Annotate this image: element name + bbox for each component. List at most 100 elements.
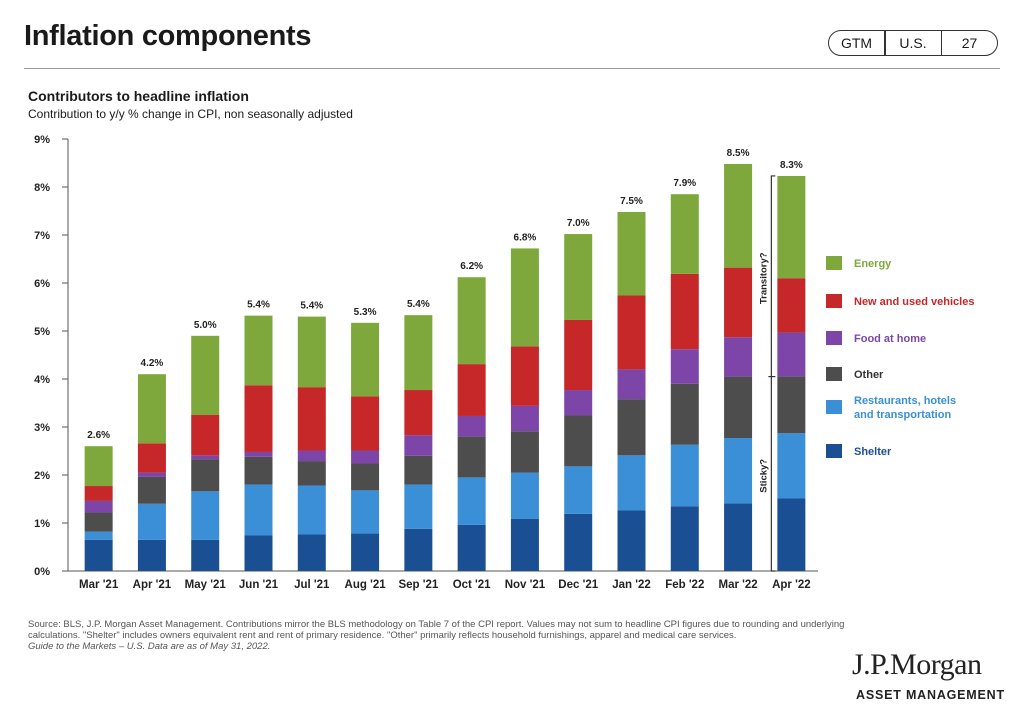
bar-segment-new-and-used-vehicles bbox=[777, 278, 806, 333]
bar-segment-other bbox=[191, 459, 220, 492]
bar-segment-food-at-home bbox=[137, 472, 166, 477]
badge-divider bbox=[884, 31, 886, 55]
bar-segment-restaurants-hotels-and-transportation bbox=[404, 484, 433, 529]
x-tick-label: Oct '21 bbox=[453, 579, 491, 591]
footer-notes: Source: BLS, J.P. Morgan Asset Managemen… bbox=[28, 619, 858, 652]
bar-segment-new-and-used-vehicles bbox=[510, 346, 539, 406]
header-rule bbox=[24, 68, 1000, 69]
bar-segment-restaurants-hotels-and-transportation bbox=[297, 485, 326, 535]
bar-segment-shelter bbox=[510, 518, 539, 571]
bar-segment-new-and-used-vehicles bbox=[244, 385, 273, 452]
bar-segment-other bbox=[84, 512, 113, 532]
x-tick-label: Aug '21 bbox=[345, 579, 387, 591]
legend-swatch bbox=[826, 256, 842, 270]
x-tick-label: Jul '21 bbox=[294, 579, 330, 591]
bar-segment-restaurants-hotels-and-transportation bbox=[670, 444, 699, 507]
bar-segment-energy bbox=[244, 315, 273, 386]
chart-title: Contributors to headline inflation bbox=[28, 88, 249, 104]
bar-segment-other bbox=[510, 431, 539, 473]
bar-segment-other bbox=[244, 456, 273, 485]
y-tick-label: 2% bbox=[34, 470, 50, 482]
legend-label: Shelter bbox=[854, 446, 892, 458]
sticky-annotation: Sticky? bbox=[758, 459, 769, 493]
bar-segment-shelter bbox=[564, 513, 593, 571]
bar-segment-food-at-home bbox=[670, 349, 699, 384]
badge-region: U.S. bbox=[899, 35, 927, 51]
chart-subtitle: Contribution to y/y % change in CPI, non… bbox=[28, 107, 353, 121]
legend-label: New and used vehicles bbox=[854, 296, 974, 308]
badge-gtm: GTM bbox=[840, 35, 873, 51]
legend-label: Other bbox=[854, 369, 884, 381]
bar-segment-new-and-used-vehicles bbox=[617, 295, 646, 370]
bar-segment-new-and-used-vehicles bbox=[404, 390, 433, 436]
bar-total-label: 5.4% bbox=[300, 301, 323, 312]
gtm-badge: GTM U.S. 27 bbox=[828, 30, 998, 56]
bar-total-label: 7.9% bbox=[673, 178, 696, 189]
y-tick-label: 6% bbox=[34, 278, 50, 290]
x-tick-label: Jun '21 bbox=[239, 579, 279, 591]
x-tick-label: May '21 bbox=[185, 579, 227, 591]
bar-segment-shelter bbox=[670, 506, 699, 571]
bar-segment-new-and-used-vehicles bbox=[84, 486, 113, 501]
bar-segment-food-at-home bbox=[510, 405, 539, 432]
bar-segment-food-at-home bbox=[777, 332, 806, 377]
bar-segment-food-at-home bbox=[351, 450, 380, 464]
bar-segment-energy bbox=[404, 315, 433, 391]
bar-segment-shelter bbox=[244, 535, 273, 571]
bar-segment-new-and-used-vehicles bbox=[724, 267, 753, 338]
bar-segment-other bbox=[137, 476, 166, 504]
bar-segment-energy bbox=[351, 322, 380, 397]
legend-label: and transportation bbox=[854, 409, 951, 421]
bar-total-label: 2.6% bbox=[87, 430, 110, 441]
y-tick-label: 1% bbox=[34, 518, 50, 530]
bar-segment-other bbox=[617, 399, 646, 456]
bar-total-label: 5.4% bbox=[247, 300, 270, 311]
bar-segment-shelter bbox=[191, 539, 220, 571]
bar-total-label: 4.2% bbox=[141, 358, 164, 369]
y-tick-label: 3% bbox=[34, 422, 50, 434]
bar-segment-shelter bbox=[297, 534, 326, 571]
asset-management-label: ASSET MANAGEMENT bbox=[856, 688, 1005, 702]
bar-segment-energy bbox=[84, 446, 113, 487]
bar-segment-energy bbox=[137, 374, 166, 444]
source-note: Source: BLS, J.P. Morgan Asset Managemen… bbox=[28, 619, 845, 641]
bar-segment-other bbox=[777, 376, 806, 434]
guide-note: Guide to the Markets – U.S. Data are as … bbox=[28, 641, 271, 652]
bar-segment-shelter bbox=[617, 510, 646, 571]
bar-segment-shelter bbox=[351, 533, 380, 571]
bar-segment-food-at-home bbox=[724, 337, 753, 377]
x-tick-label: Sep '21 bbox=[398, 579, 438, 591]
bar-total-label: 5.3% bbox=[354, 307, 377, 318]
bar-segment-other bbox=[297, 461, 326, 486]
x-tick-label: Feb '22 bbox=[665, 579, 704, 591]
bar-segment-new-and-used-vehicles bbox=[297, 387, 326, 451]
bar-segment-other bbox=[724, 376, 753, 439]
bar-segment-restaurants-hotels-and-transportation bbox=[84, 531, 113, 540]
bar-segment-food-at-home bbox=[617, 369, 646, 400]
bar-segment-energy bbox=[564, 234, 593, 320]
legend-swatch bbox=[826, 367, 842, 381]
x-tick-label: Jan '22 bbox=[612, 579, 651, 591]
bar-segment-shelter bbox=[457, 524, 486, 571]
bar-segment-other bbox=[351, 463, 380, 491]
bar-segment-energy bbox=[670, 194, 699, 274]
bar-total-label: 5.4% bbox=[407, 299, 430, 310]
bar-segment-restaurants-hotels-and-transportation bbox=[724, 438, 753, 504]
bar-total-label: 6.8% bbox=[514, 232, 537, 243]
bar-segment-new-and-used-vehicles bbox=[351, 396, 380, 451]
bar-total-label: 7.0% bbox=[567, 218, 590, 229]
bar-segment-restaurants-hotels-and-transportation bbox=[191, 491, 220, 540]
bar-segment-new-and-used-vehicles bbox=[670, 273, 699, 350]
bar-segment-food-at-home bbox=[457, 415, 486, 437]
y-tick-label: 7% bbox=[34, 230, 50, 242]
legend-label: Food at home bbox=[854, 333, 926, 345]
bar-segment-energy bbox=[617, 211, 646, 296]
bar-segment-restaurants-hotels-and-transportation bbox=[457, 477, 486, 525]
bar-segment-restaurants-hotels-and-transportation bbox=[777, 433, 806, 499]
bar-segment-shelter bbox=[137, 539, 166, 571]
y-tick-label: 4% bbox=[34, 374, 50, 386]
bar-segment-new-and-used-vehicles bbox=[457, 364, 486, 416]
bar-total-label: 8.5% bbox=[727, 148, 750, 159]
x-tick-label: Mar '21 bbox=[79, 579, 119, 591]
bar-total-label: 5.0% bbox=[194, 320, 217, 331]
